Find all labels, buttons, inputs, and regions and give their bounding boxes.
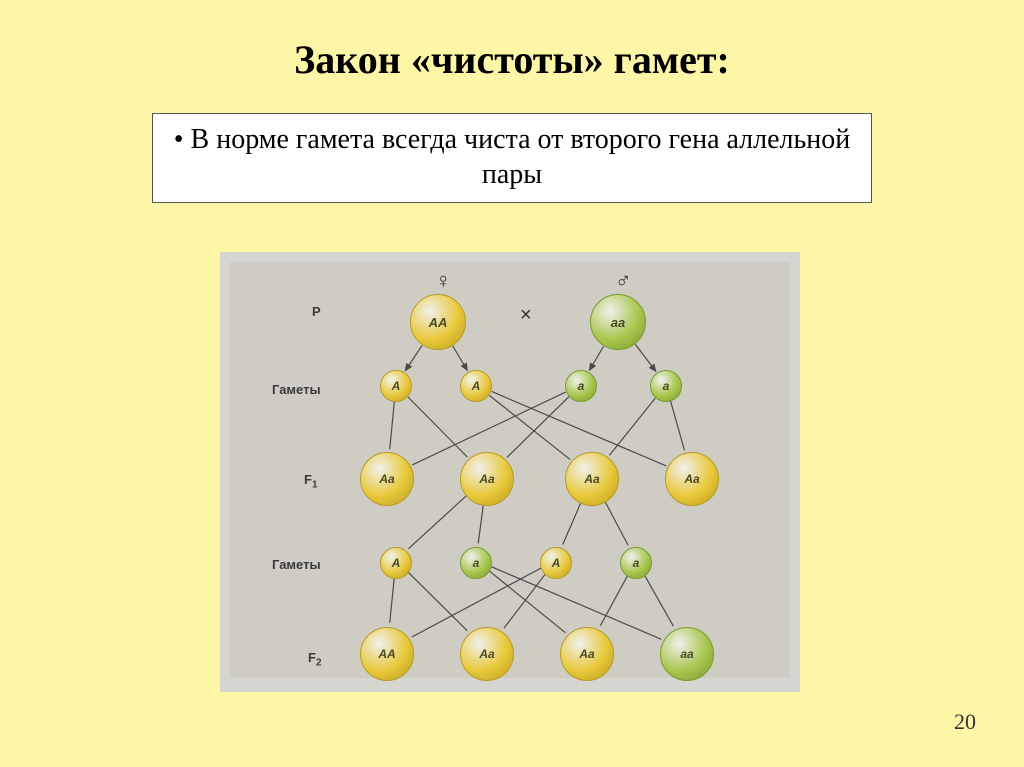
node-G2_A1: A (380, 547, 412, 579)
row-label: F2 (308, 650, 322, 669)
node-G2_A2: A (540, 547, 572, 579)
row-label: F1 (304, 472, 318, 491)
node-G2_a1: a (460, 547, 492, 579)
cross-symbol: × (520, 304, 532, 327)
slide-title: Закон «чистоты» гамет: (0, 0, 1024, 83)
node-F2_2: Aa (460, 627, 514, 681)
node-F2_3: Aa (560, 627, 614, 681)
node-G1_a2: a (650, 370, 682, 402)
node-F1_2: Aa (460, 452, 514, 506)
bullet-text: • В норме гамета всегда чиста от второго… (173, 122, 851, 192)
node-G1_A2: A (460, 370, 492, 402)
bullet-textbox: • В норме гамета всегда чиста от второго… (152, 113, 872, 203)
node-F2_1: AA (360, 627, 414, 681)
male-symbol: ♂ (615, 268, 632, 294)
node-P_AA: AA (410, 294, 466, 350)
node-G2_a2: a (620, 547, 652, 579)
node-P_aa: aa (590, 294, 646, 350)
slide: Закон «чистоты» гамет: • В норме гамета … (0, 0, 1024, 767)
page-number: 20 (954, 709, 976, 735)
diagram-container: ♀♂×PГаметыF1ГаметыF2AAaaAAaaAaAaAaAaAaAa… (220, 252, 800, 692)
node-F1_3: Aa (565, 452, 619, 506)
node-G1_a1: a (565, 370, 597, 402)
node-F1_4: Aa (665, 452, 719, 506)
row-label: Гаметы (272, 557, 321, 572)
genetics-diagram: ♀♂×PГаметыF1ГаметыF2AAaaAAaaAaAaAaAaAaAa… (230, 262, 790, 678)
node-G1_A1: A (380, 370, 412, 402)
node-F2_4: aa (660, 627, 714, 681)
female-symbol: ♀ (435, 268, 452, 294)
row-label: P (312, 304, 321, 319)
node-F1_1: Aa (360, 452, 414, 506)
row-label: Гаметы (272, 382, 321, 397)
